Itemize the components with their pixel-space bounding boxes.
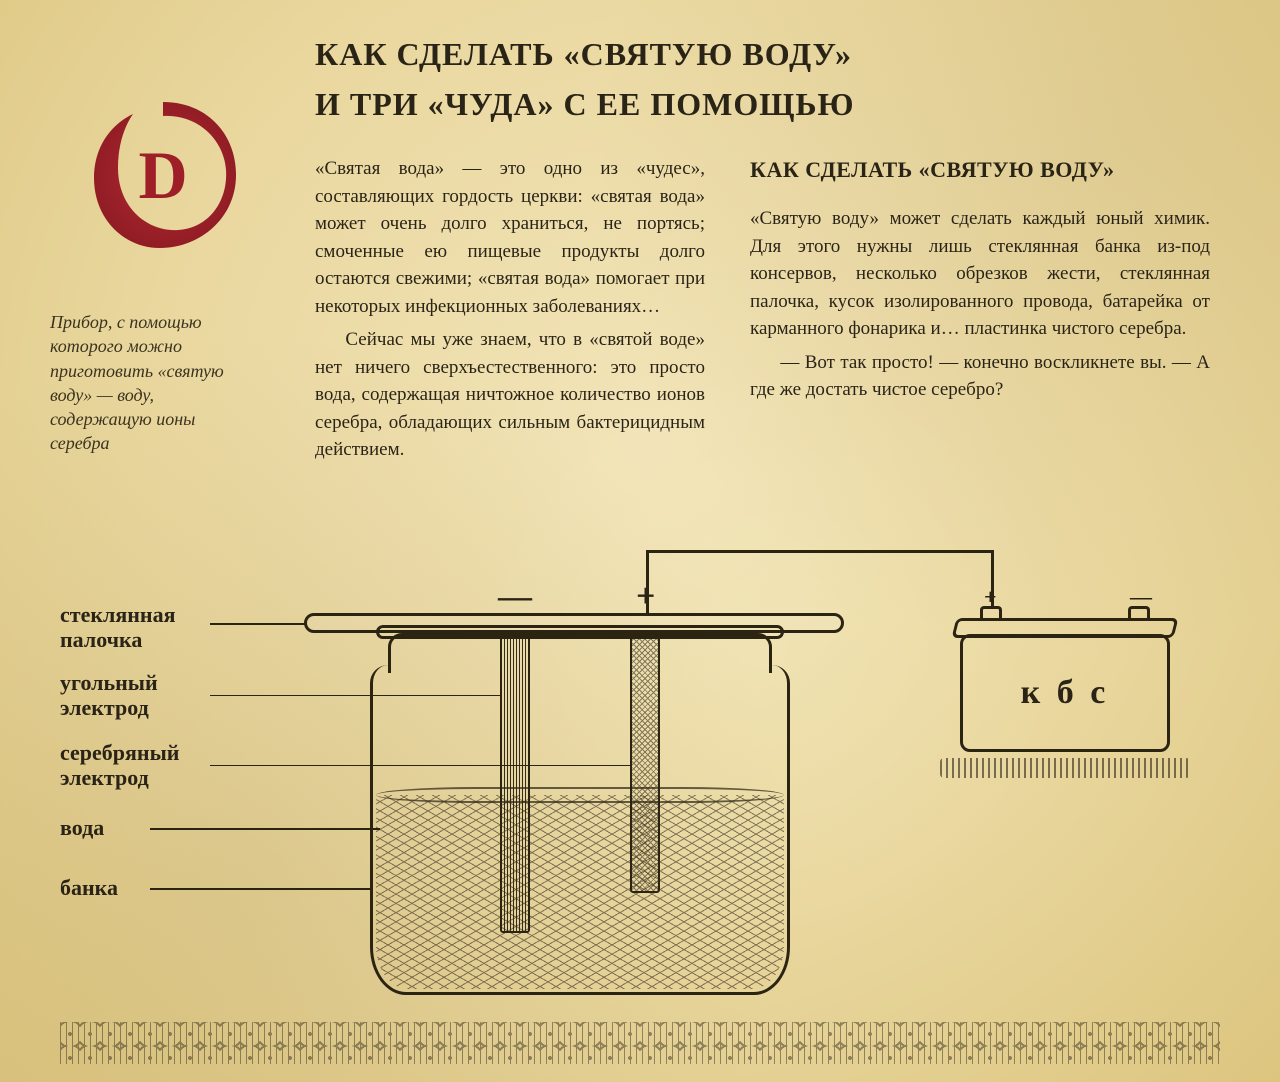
water-fill xyxy=(376,795,784,989)
label-glass-rod: стеклянная палочка xyxy=(60,602,176,653)
battery-base-pattern xyxy=(940,758,1190,778)
silver-electrode xyxy=(630,633,660,893)
leader-jar xyxy=(150,888,372,890)
leader-rod xyxy=(210,623,305,625)
figure-caption: Прибор, с помощью которого можно пригото… xyxy=(50,310,280,456)
carbon-electrode xyxy=(500,633,530,933)
polarity-minus: — xyxy=(498,578,532,616)
col1-para-1: «Святая вода» — это одно из «чудес», сос… xyxy=(315,155,705,320)
battery: + — к б с xyxy=(960,608,1170,758)
jar xyxy=(370,625,790,995)
apparatus-diagram: стеклянная палочка угольный электрод сер… xyxy=(60,530,1220,1010)
article-title: КАК СДЕЛАТЬ «СВЯТУЮ ВОДУ» И ТРИ «ЧУДА» С… xyxy=(315,30,1135,129)
label-water: вода xyxy=(60,815,104,840)
water-hatch xyxy=(376,795,784,989)
label-jar: банка xyxy=(60,875,118,900)
body-column-1: «Святая вода» — это одно из «чудес», сос… xyxy=(315,155,705,470)
label-carbon-electrode: угольный электрод xyxy=(60,670,158,721)
body-column-2: «Святую воду» может сделать каждый юный … xyxy=(750,205,1210,410)
water-surface xyxy=(376,787,784,803)
col2-para-1: «Святую воду» может сделать каждый юный … xyxy=(750,205,1210,343)
ornamental-border xyxy=(60,1022,1220,1064)
logo-enso: D xyxy=(78,90,248,260)
wire-across xyxy=(646,550,991,553)
section-subhead: КАК СДЕЛАТЬ «СВЯТУЮ ВОДУ» xyxy=(750,157,1210,183)
battery-sign-plus: + xyxy=(984,584,997,610)
label-silver-electrode: серебряный электрод xyxy=(60,740,179,791)
carbon-electrode-hatch xyxy=(502,635,528,931)
battery-body: к б с xyxy=(960,634,1170,752)
battery-sign-minus: — xyxy=(1130,584,1152,610)
logo-letter: D xyxy=(138,137,187,213)
polarity-plus: + xyxy=(636,578,655,616)
col1-para-2: Сейчас мы уже знаем, что в «святой воде»… xyxy=(315,326,705,464)
silver-electrode-hatch xyxy=(632,635,658,891)
battery-label: к б с xyxy=(1021,674,1110,712)
col2-para-2: — Вот так просто! — конечно восклик­нете… xyxy=(750,349,1210,404)
page: { "colors": { "ink": "#2a2417", "ink_sof… xyxy=(0,0,1280,1082)
leader-water xyxy=(150,828,380,830)
